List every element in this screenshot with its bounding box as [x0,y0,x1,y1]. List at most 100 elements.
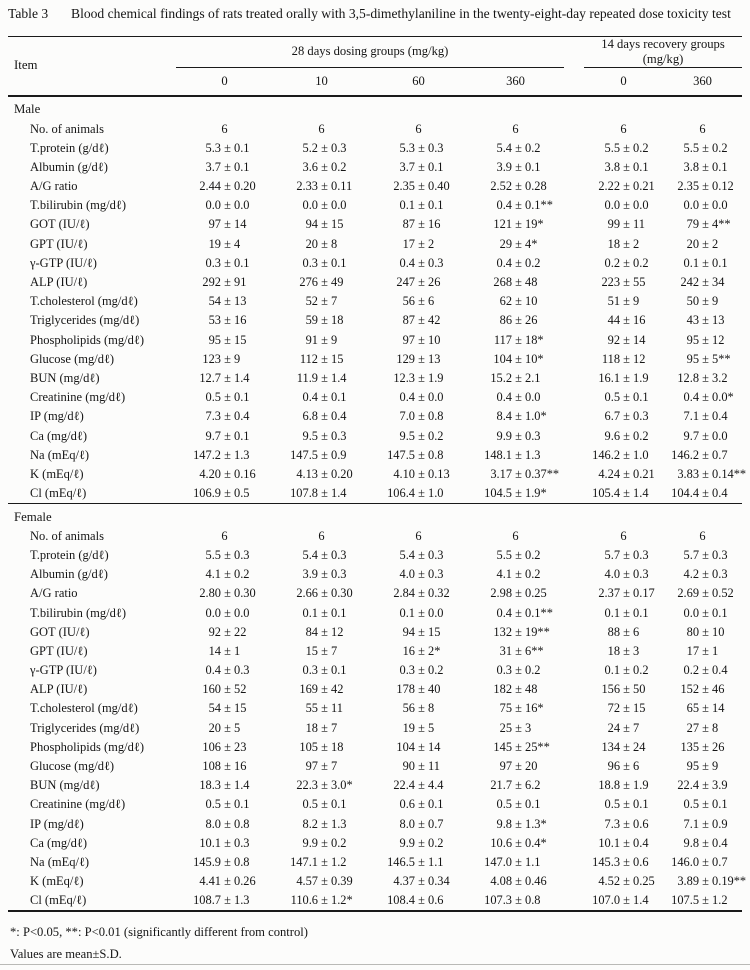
value-cell: 27 ±8 [686,720,719,735]
value-cell: 9.7 ±0.0 [683,428,728,443]
value-cell: 268 ±48 [493,275,538,290]
group-header-row: Item 28 days dosing groups (mg/kg) 14 da… [8,36,743,72]
value-cell: 86 ±26 [499,313,538,328]
value-cell: 0.3 ±0.2 [399,663,444,678]
value-cell: 95 ±15 [208,332,247,347]
table-row: Creatinine (mg/dℓ) 0.5 ±0.1 0.4 ±0.1 0.4 ±0.0 0… [8,388,742,407]
value-cell: 56 ±8 [402,701,435,716]
value-cell: 65 ±14 [686,701,725,716]
value-cell: 147.5 ±0.9 [290,447,347,462]
value-cell: 6 [512,528,519,543]
value-cell: 0.5 ±0.1 [205,797,250,812]
value-cell: 9.5 ±0.3 [302,428,347,443]
value-cell: 0.5 ±0.1 [604,797,649,812]
item-label: ALP (IU/ℓ) [30,682,88,697]
value-cell: 0.4 ±0.1** [496,605,553,620]
column-gap [564,757,584,776]
section-female: Female No. of animals 6 6 6 6 6 6 T.protein (g/d… [8,503,747,912]
column-gap [564,872,584,891]
value-cell: 20 ±2 [686,236,719,251]
column-gap [564,139,584,158]
value-cell: 0.4 ±0.3 [205,663,250,678]
item-label: Creatinine (mg/dℓ) [30,390,126,405]
item-label: T.cholesterol (mg/dℓ) [30,294,138,309]
table-row: GOT (IU/ℓ) 97 ±14 94 ±15 87 ±16 121 ±19* 99 ±11 79 ±… [8,215,742,234]
item-label: T.protein (g/dℓ) [30,547,109,562]
table-row: GPT (IU/ℓ) 14 ±1 15 ±7 16 ±2* 31 ±6** 18 ±3 17 ±1 [8,642,742,661]
column-gap [564,158,584,177]
value-cell: 0.5 ±0.1 [496,797,541,812]
column-gap [564,546,584,565]
value-cell: 0.3 ±0.1 [205,255,250,270]
value-cell: 6 [699,121,706,136]
column-gap [564,388,584,407]
value-cell: 6 [221,121,228,136]
value-cell: 17 ±1 [686,643,719,658]
value-cell: 4.52 ±0.25 [598,874,655,889]
table-row: No. of animals 6 6 6 6 6 6 [8,119,742,138]
value-cell: 182 ±48 [493,682,538,697]
value-cell: 24 ±7 [607,720,640,735]
value-cell: 0.1 ±0.0 [399,605,444,620]
item-label: No. of animals [30,121,104,136]
value-cell: 0.0 ±0.0 [205,198,250,213]
value-cell: 4.2 ±0.3 [683,567,728,582]
column-gap [564,426,584,445]
value-cell: 3.89 ±0.19** [677,874,747,889]
value-cell: 8.4 ±1.0* [496,409,547,424]
table-row: γ-GTP (IU/ℓ) 0.4 ±0.3 0.3 ±0.1 0.3 ±0.2 0.3 ±0.2… [8,661,742,680]
value-cell: 108.7 ±1.3 [193,893,250,908]
column-gap [564,177,584,196]
value-cell: 9.8 ±1.3* [496,816,547,831]
column-gap [564,834,584,853]
value-cell: 0.1 ±0.1 [683,255,728,270]
value-cell: 2.22 ±0.21 [598,179,655,194]
dose-header-360: 360 [506,73,525,88]
value-cell: 62 ±10 [499,294,538,309]
table-row: Cl (mEq/ℓ) 108.7 ±1.3 110.6 ±1.2* 108.4 ±0.6 10… [8,891,742,911]
value-cell: 247 ±26 [396,275,441,290]
table-title: Blood chemical findings of rats treated … [71,6,731,21]
value-cell: 97 ±20 [499,759,538,774]
value-cell: 0.4 ±0.1** [496,198,553,213]
value-cell: 0.5 ±0.1 [205,390,250,405]
value-cell: 145.3 ±0.6 [592,854,649,869]
value-cell: 94 ±15 [402,624,441,639]
value-cell: 99 ±11 [607,217,645,232]
item-label: BUN (mg/dℓ) [30,370,100,385]
value-cell: 4.37 ±0.34 [393,874,450,889]
value-cell: 2.33 ±0.11 [296,179,353,194]
value-cell: 105 ±18 [299,739,344,754]
value-cell: 0.3 ±0.1 [302,255,347,270]
value-cell: 6 [221,528,228,543]
column-gap [564,795,584,814]
value-cell: 107.5 ±1.2 [671,893,728,908]
value-cell: 4.0 ±0.3 [604,567,649,582]
value-cell: 5.5 ±0.2 [604,140,649,155]
value-cell: 2.44 ±0.20 [199,179,256,194]
value-cell: 5.7 ±0.3 [683,547,728,562]
column-gap [564,680,584,699]
value-cell: 104 ±14 [396,739,441,754]
value-cell: 132 ±19** [493,624,550,639]
value-cell: 169 ±42 [299,682,344,697]
column-gap [564,853,584,872]
item-label: Ca (mg/dℓ) [30,835,88,850]
recovery-group-header: 14 days recovery groups (mg/kg) [584,36,743,68]
item-label: IP (mg/dℓ) [30,816,84,831]
item-label: Glucose (mg/dℓ) [30,759,115,774]
table-row: GPT (IU/ℓ) 19 ±4 20 ±8 17 ±2 29 ±4* 18 ±2 20 ±2 [8,235,742,254]
value-cell: 20 ±8 [305,236,338,251]
value-cell: 146.2 ±1.0 [592,447,649,462]
value-cell: 107.8 ±1.4 [290,486,347,501]
recovery-header-0: 0 [620,73,627,88]
table-row: Phospholipids (mg/dℓ) 95 ±15 91 ±9 97 ±10 117 ±1… [8,331,742,350]
value-cell: 0.6 ±0.1 [399,797,444,812]
item-label: K (mEq/ℓ) [30,874,84,889]
table-row: Glucose (mg/dℓ) 123 ±9 112 ±15 129 ±13 104 ±10* 1… [8,350,742,369]
value-cell: 3.7 ±0.1 [399,159,444,174]
dose-header-60: 60 [412,73,425,88]
value-cell: 19 ±4 [208,236,241,251]
table-row: ALP (IU/ℓ) 292 ±91 276 ±49 247 ±26 268 ±48 223 ±55… [8,273,742,292]
value-cell: 0.1 ±0.1 [302,605,347,620]
